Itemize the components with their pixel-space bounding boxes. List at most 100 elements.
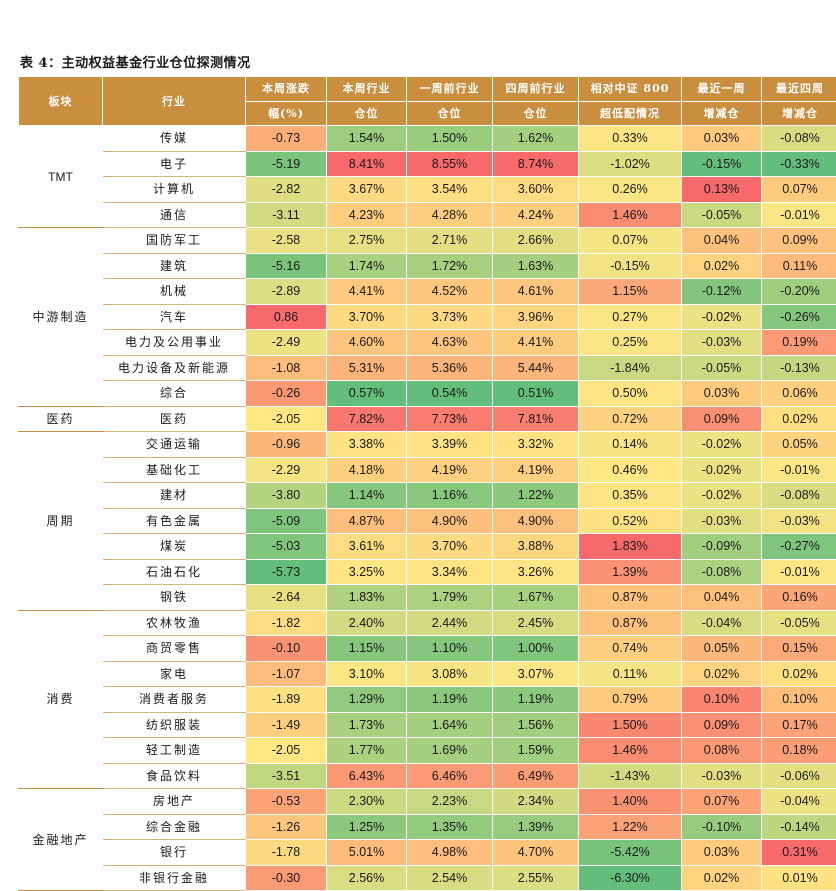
- current-position-cell: 1.14%: [327, 483, 407, 509]
- four-weeks-position-cell: 2.34%: [493, 789, 579, 815]
- prev-week-position-cell: 7.73%: [407, 406, 493, 432]
- weekly-change-cell: -0.73: [246, 126, 327, 152]
- prev-week-position-cell: 1.50%: [407, 126, 493, 152]
- one-week-change-cell: -0.02%: [682, 432, 762, 458]
- weekly-change-cell: -2.82: [246, 177, 327, 203]
- relative-csi800-cell: 0.27%: [579, 304, 682, 330]
- current-position-cell: 3.10%: [327, 661, 407, 687]
- four-week-change-cell: -0.03%: [762, 508, 836, 534]
- header-industry: 行业: [103, 77, 246, 126]
- four-weeks-position-cell: 6.49%: [493, 763, 579, 789]
- four-weeks-position-cell: 3.96%: [493, 304, 579, 330]
- four-weeks-position-cell: 1.19%: [493, 687, 579, 713]
- relative-csi800-cell: -6.30%: [579, 865, 682, 891]
- relative-csi800-cell: 1.39%: [579, 559, 682, 585]
- four-week-change-cell: -0.27%: [762, 534, 836, 560]
- current-position-cell: 4.60%: [327, 330, 407, 356]
- weekly-change-cell: -0.53: [246, 789, 327, 815]
- current-position-cell: 5.01%: [327, 840, 407, 866]
- four-week-change-cell: -0.04%: [762, 789, 836, 815]
- prev-week-position-cell: 2.54%: [407, 865, 493, 891]
- relative-csi800-cell: -1.43%: [579, 763, 682, 789]
- four-weeks-position-cell: 1.39%: [493, 814, 579, 840]
- industry-cell: 消费者服务: [103, 687, 246, 713]
- weekly-change-cell: -2.05: [246, 738, 327, 764]
- relative-csi800-cell: -1.02%: [579, 151, 682, 177]
- prev-week-position-cell: 4.28%: [407, 202, 493, 228]
- one-week-change-cell: -0.12%: [682, 279, 762, 305]
- industry-cell: 机械: [103, 279, 246, 305]
- industry-cell: 房地产: [103, 789, 246, 815]
- header-prev-week-position-sub: 仓位: [407, 101, 493, 126]
- one-week-change-cell: -0.02%: [682, 457, 762, 483]
- industry-cell: 建材: [103, 483, 246, 509]
- prev-week-position-cell: 1.69%: [407, 738, 493, 764]
- current-position-cell: 2.56%: [327, 865, 407, 891]
- current-position-cell: 3.67%: [327, 177, 407, 203]
- prev-week-position-cell: 3.34%: [407, 559, 493, 585]
- weekly-change-cell: -0.26: [246, 381, 327, 407]
- four-week-change-cell: 0.16%: [762, 585, 836, 611]
- four-weeks-position-cell: 1.63%: [493, 253, 579, 279]
- weekly-change-cell: 0.86: [246, 304, 327, 330]
- one-week-change-cell: 0.02%: [682, 253, 762, 279]
- current-position-cell: 7.82%: [327, 406, 407, 432]
- four-weeks-position-cell: 1.22%: [493, 483, 579, 509]
- four-week-change-cell: 0.05%: [762, 432, 836, 458]
- weekly-change-cell: -2.58: [246, 228, 327, 254]
- four-weeks-position-cell: 4.19%: [493, 457, 579, 483]
- weekly-change-cell: -2.64: [246, 585, 327, 611]
- current-position-cell: 5.31%: [327, 355, 407, 381]
- relative-csi800-cell: 0.50%: [579, 381, 682, 407]
- one-week-change-cell: -0.05%: [682, 355, 762, 381]
- industry-cell: 非银行金融: [103, 865, 246, 891]
- relative-csi800-cell: 1.50%: [579, 712, 682, 738]
- four-weeks-position-cell: 4.70%: [493, 840, 579, 866]
- one-week-change-cell: 0.08%: [682, 738, 762, 764]
- current-position-cell: 1.25%: [327, 814, 407, 840]
- four-week-change-cell: -0.33%: [762, 151, 836, 177]
- relative-csi800-cell: 0.79%: [579, 687, 682, 713]
- relative-csi800-cell: 0.07%: [579, 228, 682, 254]
- industry-cell: 食品饮料: [103, 763, 246, 789]
- industry-cell: 计算机: [103, 177, 246, 203]
- weekly-change-cell: -5.16: [246, 253, 327, 279]
- current-position-cell: 2.75%: [327, 228, 407, 254]
- industry-cell: 电力设备及新能源: [103, 355, 246, 381]
- four-weeks-position-cell: 1.62%: [493, 126, 579, 152]
- relative-csi800-cell: 0.14%: [579, 432, 682, 458]
- relative-csi800-cell: 0.74%: [579, 636, 682, 662]
- one-week-change-cell: 0.02%: [682, 865, 762, 891]
- current-position-cell: 4.18%: [327, 457, 407, 483]
- prev-week-position-cell: 3.39%: [407, 432, 493, 458]
- industry-cell: 电子: [103, 151, 246, 177]
- four-week-change-cell: 0.18%: [762, 738, 836, 764]
- relative-csi800-cell: -1.84%: [579, 355, 682, 381]
- four-week-change-cell: -0.08%: [762, 126, 836, 152]
- current-position-cell: 2.30%: [327, 789, 407, 815]
- prev-week-position-cell: 4.52%: [407, 279, 493, 305]
- one-week-change-cell: 0.04%: [682, 585, 762, 611]
- prev-week-position-cell: 3.70%: [407, 534, 493, 560]
- weekly-change-cell: -3.11: [246, 202, 327, 228]
- four-week-change-cell: 0.31%: [762, 840, 836, 866]
- four-week-change-cell: -0.20%: [762, 279, 836, 305]
- current-position-cell: 4.41%: [327, 279, 407, 305]
- prev-week-position-cell: 3.54%: [407, 177, 493, 203]
- industry-cell: 家电: [103, 661, 246, 687]
- industry-cell: 国防军工: [103, 228, 246, 254]
- one-week-change-cell: -0.03%: [682, 330, 762, 356]
- one-week-change-cell: 0.07%: [682, 789, 762, 815]
